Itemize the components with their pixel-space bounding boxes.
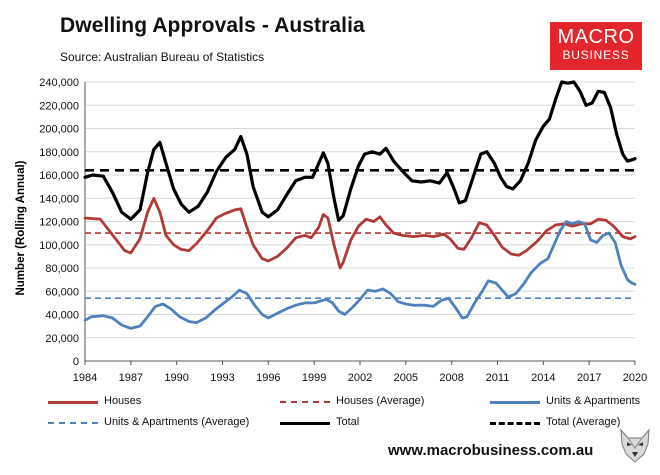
series-group — [83, 80, 637, 330]
legend-label: Total — [336, 416, 360, 428]
chart-source: Source: Australian Bureau of Statistics — [60, 50, 265, 64]
legend-swatch — [280, 422, 330, 425]
gridlines — [85, 81, 635, 339]
legend-item: Units & Apartments — [490, 395, 660, 411]
legend-item: Houses (Average) — [280, 395, 510, 411]
legend-swatch — [48, 401, 98, 404]
x-tick-label: 1999 — [302, 372, 326, 384]
footer-url[interactable]: www.macrobusiness.com.au — [388, 442, 594, 459]
x-tick-label: 2017 — [577, 372, 601, 384]
y-tick-label: 180,000 — [39, 147, 79, 159]
legend-item: Units & Apartments (Average) — [48, 416, 278, 432]
y-tick-label: 0 — [73, 356, 79, 368]
legend-label: Units & Apartments — [546, 395, 641, 407]
tick-labels: 0 20,000 40,000 60,000 80,000 100,000 120,000 1… — [39, 77, 647, 384]
x-tick-label: 1990 — [164, 372, 188, 384]
legend-swatch — [280, 401, 330, 403]
series-units-apartments — [83, 220, 637, 330]
wolf-logo-icon — [620, 428, 650, 463]
legend-swatch — [490, 422, 540, 425]
axes — [84, 82, 636, 365]
x-tick-label: 2005 — [394, 372, 418, 384]
y-tick-label: 40,000 — [45, 310, 79, 322]
y-axis-label: Number (Rolling Annual) — [15, 160, 27, 295]
legend-label: Units & Apartments (Average) — [104, 416, 250, 428]
chart-title: Dwelling Approvals - Australia — [60, 14, 365, 37]
y-tick-label: 200,000 — [39, 124, 79, 136]
y-tick-label: 20,000 — [45, 333, 79, 345]
series-total — [83, 80, 637, 222]
legend-swatch — [490, 401, 540, 404]
y-tick-label: 140,000 — [39, 193, 79, 205]
legend-item: Total (Average) — [490, 416, 660, 432]
y-tick-label: 160,000 — [39, 170, 79, 182]
y-tick-label: 120,000 — [39, 217, 79, 229]
x-tick-label: 1987 — [119, 372, 143, 384]
logo-line1: MACRO — [557, 26, 635, 48]
y-tick-label: 60,000 — [45, 286, 79, 298]
x-tick-label: 1996 — [256, 372, 280, 384]
y-tick-label: 80,000 — [45, 263, 79, 275]
legend-swatch — [48, 422, 98, 424]
legend-label: Houses (Average) — [336, 395, 425, 407]
macrobusiness-logo: MACRO BUSINESS — [550, 22, 642, 70]
x-tick-label: 2011 — [486, 372, 510, 384]
series-houses — [83, 196, 637, 270]
x-tick-label: 2020 — [623, 372, 647, 384]
x-tick-label: 2008 — [439, 372, 463, 384]
legend-label: Total (Average) — [546, 416, 621, 428]
x-tick-label: 1993 — [210, 372, 234, 384]
x-tick-label: 1984 — [73, 372, 97, 384]
x-tick-label: 2002 — [348, 372, 372, 384]
line-chart: 0 20,000 40,000 60,000 80,000 100,000 120,000 1… — [15, 77, 647, 384]
legend-item: Total — [280, 416, 510, 432]
x-tick-label: 2014 — [531, 372, 555, 384]
logo-line2: BUSINESS — [562, 48, 630, 62]
legend-item: Houses — [48, 395, 278, 411]
y-tick-label: 220,000 — [39, 100, 79, 112]
y-tick-label: 100,000 — [39, 240, 79, 252]
legend-label: Houses — [104, 395, 142, 407]
y-tick-label: 240,000 — [39, 77, 79, 89]
